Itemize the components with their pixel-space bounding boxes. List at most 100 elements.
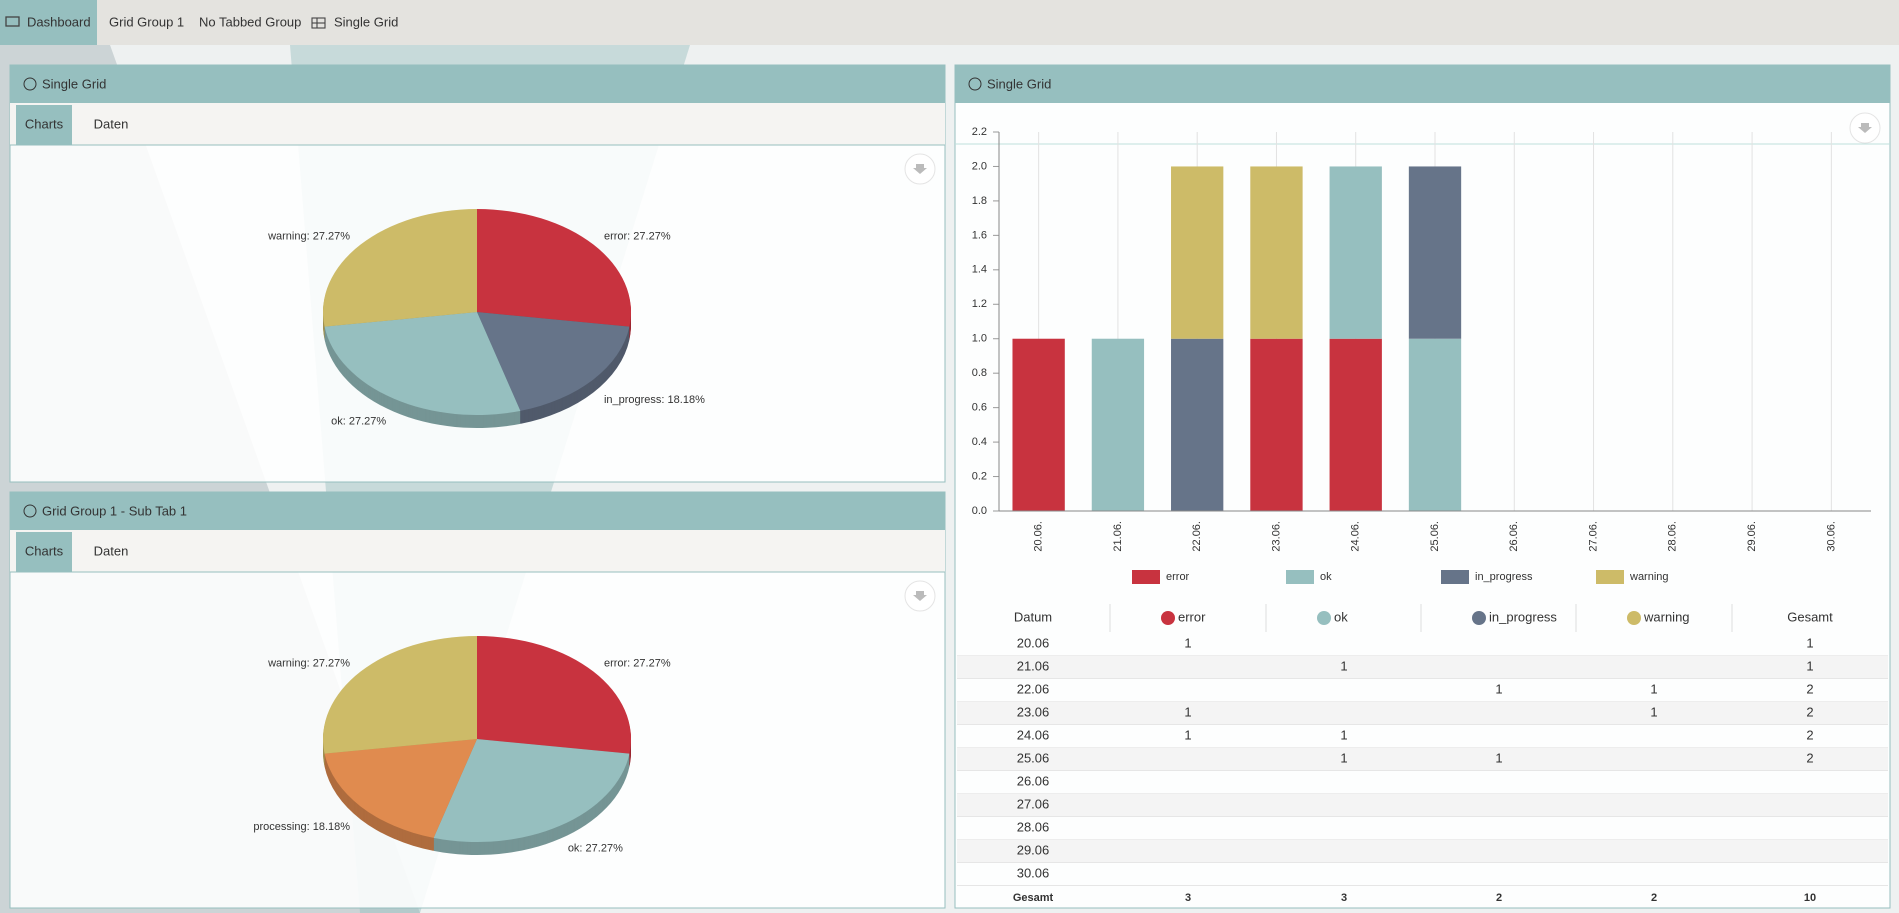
pie-slice [323, 209, 477, 327]
table-cell: 1 [1184, 727, 1191, 742]
table-cell: 26.06 [1017, 773, 1050, 788]
row-stripe [957, 839, 1888, 863]
tab-bar [10, 530, 945, 572]
x-tick-label: 21.06. [1112, 521, 1124, 552]
y-tick-label: 2.0 [972, 160, 987, 172]
table-cell: 1 [1340, 750, 1347, 765]
download-icon [1858, 123, 1872, 133]
table-cell: 2 [1806, 681, 1813, 696]
bar-segment [1329, 338, 1382, 511]
pie-slice [324, 312, 521, 416]
x-tick-label: 25.06. [1429, 521, 1441, 552]
tab[interactable]: Daten [94, 116, 129, 131]
table-cell: 24.06 [1017, 727, 1050, 742]
grid-icon [311, 17, 326, 29]
pie-slice [477, 312, 630, 411]
pie-slice [477, 209, 632, 327]
tab[interactable]: Charts [25, 543, 64, 558]
legend-swatch [1596, 570, 1624, 584]
legend-label[interactable]: warning [1629, 571, 1669, 583]
x-tick-label: 28.06. [1667, 521, 1679, 552]
table-cell: 25.06 [1017, 750, 1050, 765]
x-tick-label: 29.06. [1746, 521, 1758, 552]
pie-label: error: 27.27% [604, 658, 671, 670]
legend-dot [1161, 611, 1175, 625]
table-cell: 29.06 [1017, 842, 1050, 857]
x-tick-label: 27.06. [1587, 521, 1599, 552]
table-footer: 3 [1341, 892, 1347, 904]
tab-bar [10, 103, 945, 145]
row-stripe [957, 655, 1888, 679]
x-tick-label: 24.06. [1350, 521, 1362, 552]
pie-label: ok: 27.27% [331, 416, 386, 428]
nav-item[interactable]: No Tabbed Group [199, 14, 301, 29]
bar-segment [1012, 338, 1065, 511]
pie-label: error: 27.27% [604, 231, 671, 243]
pie-label: in_progress: 18.18% [604, 394, 705, 406]
legend-label[interactable]: ok [1320, 571, 1332, 583]
pie-slice [477, 636, 632, 754]
pie-slice [433, 739, 630, 842]
download-icon [913, 591, 927, 601]
bar-segment [1408, 338, 1462, 511]
table-footer: Gesamt [1013, 892, 1054, 904]
y-tick-label: 1.4 [972, 264, 987, 276]
legend-label[interactable]: in_progress [1475, 571, 1533, 583]
table-cell: 2 [1806, 704, 1813, 719]
pie-label: processing: 18.18% [253, 821, 350, 833]
panel-title: Grid Group 1 - Sub Tab 1 [42, 503, 187, 518]
tab[interactable]: Charts [25, 116, 64, 131]
table-header: Gesamt [1787, 609, 1833, 624]
panel-header [10, 65, 945, 103]
y-tick-label: 0.6 [972, 402, 987, 414]
y-tick-label: 2.2 [972, 126, 987, 138]
table-footer: 2 [1496, 892, 1502, 904]
bar-segment [1250, 166, 1303, 339]
pie-label: warning: 27.27% [267, 231, 350, 243]
table-cell: 1 [1184, 635, 1191, 650]
x-tick-label: 22.06. [1191, 521, 1203, 552]
row-stripe [957, 701, 1888, 725]
table-header: error [1178, 609, 1206, 624]
table-cell: 1 [1495, 681, 1502, 696]
row-stripe [957, 793, 1888, 817]
table-header: ok [1334, 609, 1348, 624]
pie-slice [324, 739, 477, 838]
panel-header [10, 492, 945, 530]
nav-item[interactable]: Single Grid [334, 14, 398, 29]
nav-item[interactable]: Dashboard [27, 14, 91, 29]
table-cell: 1 [1806, 658, 1813, 673]
x-tick-label: 23.06. [1270, 521, 1282, 552]
pie-label: warning: 27.27% [267, 658, 350, 670]
table-cell: 30.06 [1017, 865, 1050, 880]
x-tick-label: 26.06. [1508, 521, 1520, 552]
panel-title: Single Grid [987, 76, 1051, 91]
table-cell: 22.06 [1017, 681, 1050, 696]
y-tick-label: 1.6 [972, 229, 987, 241]
y-tick-label: 0.2 [972, 470, 987, 482]
nav-item[interactable]: Grid Group 1 [109, 14, 184, 29]
legend-dot [1317, 611, 1331, 625]
y-tick-label: 0.8 [972, 367, 987, 379]
table-cell: 1 [1650, 704, 1657, 719]
table-cell: 23.06 [1017, 704, 1050, 719]
dashboard-icon [5, 16, 20, 27]
table-footer: 2 [1651, 892, 1657, 904]
table-cell: 1 [1650, 681, 1657, 696]
bar-segment [1091, 338, 1145, 511]
y-tick-label: 1.2 [972, 298, 987, 310]
table-cell: 1 [1340, 727, 1347, 742]
tab[interactable]: Daten [94, 543, 129, 558]
legend-dot [1472, 611, 1486, 625]
panel-icon [23, 504, 37, 518]
table-cell: 28.06 [1017, 819, 1050, 834]
table-cell: 1 [1184, 704, 1191, 719]
nav-active [0, 0, 97, 45]
table-cell: 1 [1495, 750, 1502, 765]
table-header: Datum [1014, 609, 1052, 624]
table-header: in_progress [1489, 609, 1557, 624]
download-icon [913, 164, 927, 174]
legend-label[interactable]: error [1166, 571, 1190, 583]
x-tick-label: 20.06. [1033, 521, 1045, 552]
